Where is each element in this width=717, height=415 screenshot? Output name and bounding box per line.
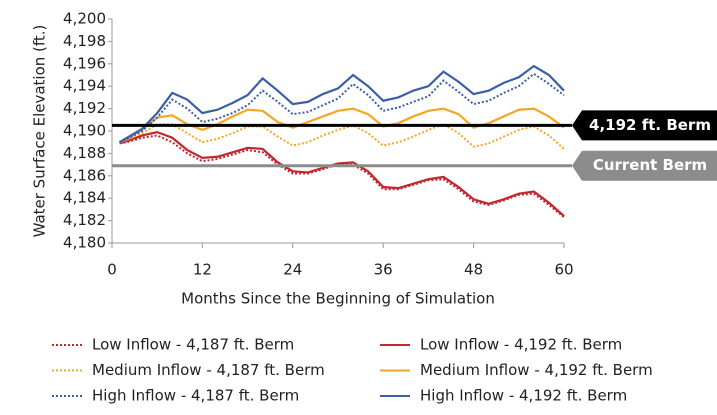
y-tick-label: 4,186 <box>63 166 106 184</box>
y-tick-label: 4,184 <box>63 189 106 207</box>
y-tick-label: 4,198 <box>63 32 106 50</box>
series-line <box>118 64 565 144</box>
series-line <box>119 123 565 150</box>
y-tick-label: 4,200 <box>63 10 106 28</box>
reference-label: Current Berm <box>593 156 707 174</box>
legend-label: High Inflow - 4,187 ft. Berm <box>92 387 299 405</box>
y-tick-label: 4,190 <box>63 122 106 140</box>
legend-label: Medium Inflow - 4,192 ft. Berm <box>420 361 653 379</box>
y-tick-label: 4,196 <box>63 54 106 72</box>
x-tick-label: 12 <box>193 261 212 279</box>
x-axis-label: Months Since the Beginning of Simulation <box>181 290 495 308</box>
y-axis-label: Water Surface Elevation (ft.) <box>31 25 49 238</box>
reference-label-box <box>572 150 717 181</box>
x-tick-label: 0 <box>107 261 117 279</box>
y-tick-label: 4,192 <box>63 99 106 117</box>
y-tick-label: 4,194 <box>63 77 106 95</box>
legend-label: High Inflow - 4,192 ft. Berm <box>420 387 627 405</box>
reference-label-box <box>572 110 717 141</box>
legend-label: Low Inflow - 4,192 ft. Berm <box>420 336 622 354</box>
legend-label: Low Inflow - 4,187 ft. Berm <box>92 336 294 354</box>
x-tick-label: 48 <box>464 261 483 279</box>
x-tick-label: 36 <box>374 261 393 279</box>
y-tick-label: 4,188 <box>63 144 106 162</box>
x-tick-label: 60 <box>554 261 573 279</box>
series-line <box>119 130 565 217</box>
y-tick-label: 4,180 <box>63 234 106 252</box>
y-tick-label: 4,182 <box>63 211 106 229</box>
legend-label: Medium Inflow - 4,187 ft. Berm <box>92 361 325 379</box>
reference-label: 4,192 ft. Berm <box>589 116 711 134</box>
x-tick-label: 24 <box>283 261 302 279</box>
